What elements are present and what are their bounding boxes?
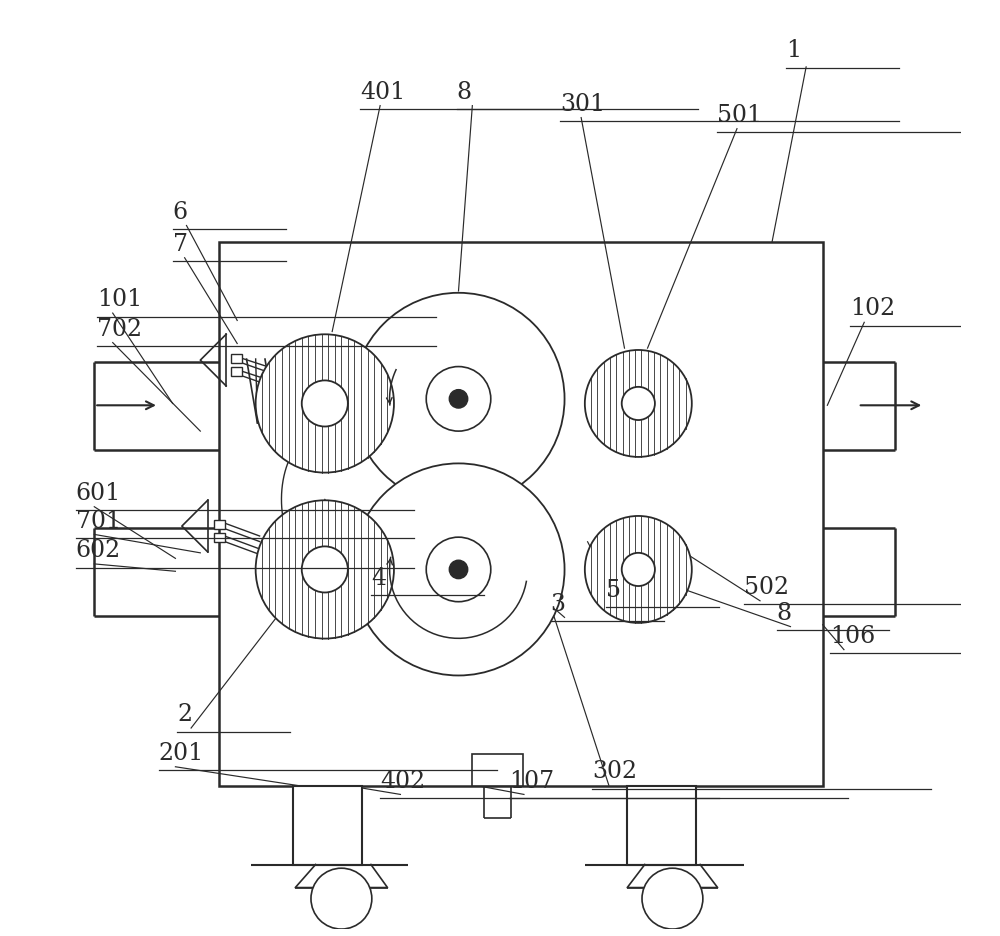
Bar [472, 753, 523, 786]
Circle shape [426, 537, 491, 602]
Text: 7: 7 [173, 233, 188, 256]
Text: 106: 106 [830, 625, 875, 648]
Circle shape [256, 500, 394, 638]
Text: 401: 401 [360, 80, 405, 104]
Bar [219, 242, 823, 786]
Text: 8: 8 [777, 602, 792, 624]
Circle shape [311, 869, 372, 929]
Circle shape [352, 293, 565, 505]
Bar [293, 786, 362, 865]
Text: 201: 201 [159, 742, 204, 765]
Text: 302: 302 [592, 760, 637, 783]
Bar [231, 354, 242, 363]
Text: 402: 402 [380, 769, 425, 793]
Circle shape [302, 547, 348, 592]
Text: 702: 702 [97, 317, 142, 341]
Circle shape [256, 334, 394, 473]
Text: 501: 501 [717, 104, 762, 126]
Text: 101: 101 [97, 288, 142, 312]
Circle shape [426, 367, 491, 431]
Circle shape [302, 380, 348, 427]
Text: 1: 1 [786, 39, 801, 63]
Text: 301: 301 [560, 93, 605, 116]
Text: 701: 701 [76, 509, 121, 533]
Text: 102: 102 [850, 298, 896, 320]
Bar [214, 533, 225, 542]
Text: 5: 5 [606, 578, 621, 602]
Text: 2: 2 [177, 703, 192, 726]
Circle shape [642, 869, 703, 929]
Circle shape [622, 387, 655, 420]
Bar [231, 367, 242, 375]
Bar [627, 786, 696, 865]
Circle shape [585, 516, 692, 623]
Text: 6: 6 [173, 200, 188, 224]
Text: 107: 107 [509, 769, 554, 793]
Circle shape [352, 463, 565, 676]
Text: 4: 4 [371, 566, 386, 590]
Text: 3: 3 [551, 592, 566, 616]
Circle shape [449, 561, 468, 578]
Circle shape [622, 553, 655, 586]
Text: 8: 8 [457, 80, 472, 104]
Text: 502: 502 [744, 576, 789, 599]
Bar [214, 519, 225, 529]
Circle shape [585, 350, 692, 457]
Text: 601: 601 [76, 482, 121, 505]
Text: 602: 602 [76, 539, 121, 562]
Circle shape [449, 389, 468, 408]
